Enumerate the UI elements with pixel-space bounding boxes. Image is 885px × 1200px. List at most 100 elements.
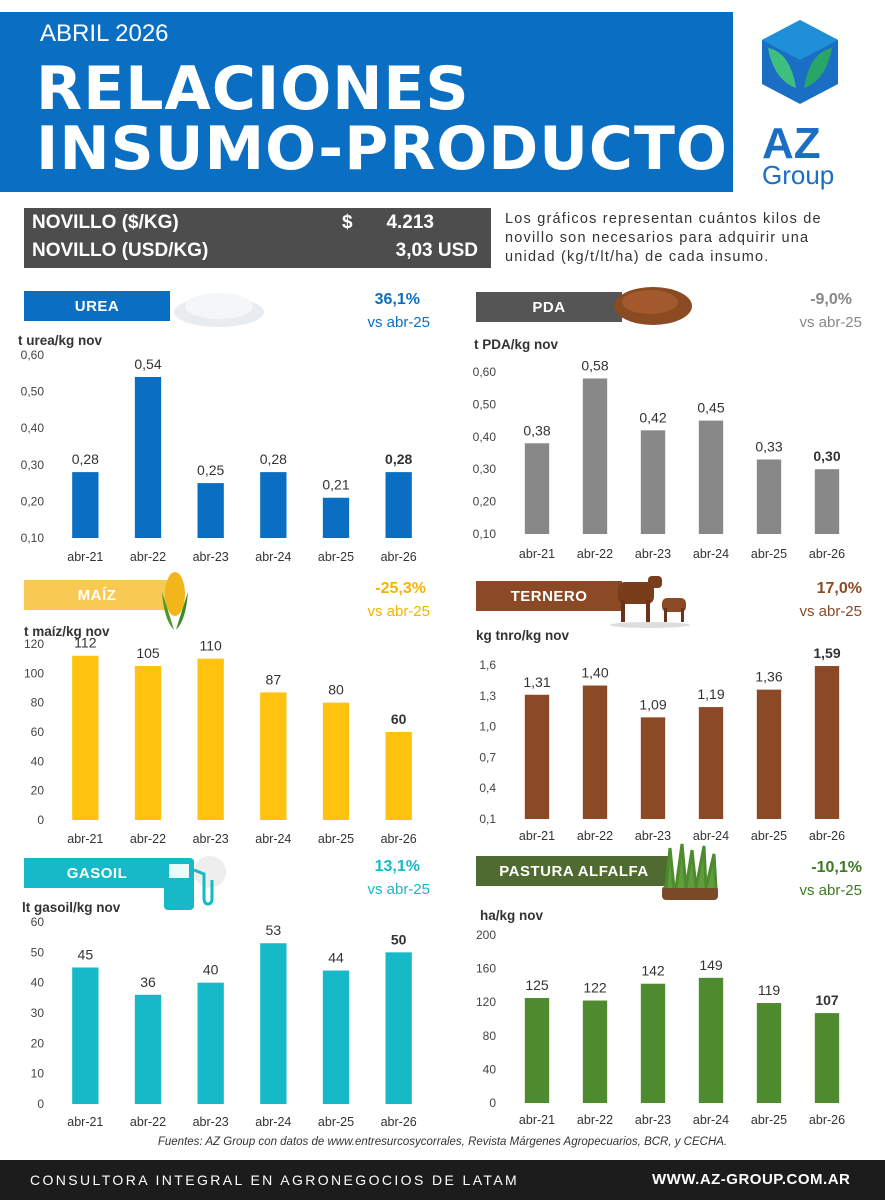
bar [814, 1013, 840, 1103]
vs-urea: vs abr-25 [367, 314, 430, 331]
footer-website[interactable]: WWW.AZ-GROUP.COM.AR [652, 1171, 851, 1188]
y-tick-label: 120 [476, 995, 496, 1009]
footer-tagline: CONSULTORA INTEGRAL EN AGRONEGOCIOS DE L… [30, 1172, 520, 1188]
bar [582, 685, 608, 819]
x-tick-label: abr-24 [255, 832, 291, 846]
y-tick-label: 20 [31, 1036, 45, 1050]
data-label: 107 [815, 992, 839, 1008]
bar [322, 497, 350, 538]
x-tick-label: abr-26 [381, 1115, 417, 1129]
x-tick-label: abr-21 [519, 547, 555, 561]
vs-ternero: vs abr-25 [799, 603, 862, 620]
data-label: 40 [203, 962, 219, 978]
bar [197, 658, 224, 820]
y-tick-label: 0,7 [479, 750, 496, 764]
data-label: 0,42 [639, 409, 666, 425]
bar [698, 707, 724, 819]
x-tick-label: abr-22 [130, 1115, 166, 1129]
y-tick-label: 1,3 [479, 689, 496, 703]
x-tick-label: abr-23 [635, 829, 671, 843]
y-tick-label: 50 [31, 945, 45, 959]
bar [197, 982, 224, 1104]
tag-gasoil: GASOIL [24, 858, 170, 888]
bar [385, 472, 412, 538]
vs-gasoil: vs abr-25 [367, 881, 430, 898]
bar [698, 977, 724, 1103]
logo-sub: Group [762, 160, 835, 190]
data-label: 0,54 [134, 356, 161, 372]
y-tick-label: 80 [483, 1029, 497, 1043]
bar [582, 1000, 608, 1103]
bar [640, 430, 666, 534]
bar [134, 666, 162, 820]
bar [756, 689, 782, 819]
data-label: 1,19 [697, 686, 724, 702]
x-tick-label: abr-24 [693, 1113, 729, 1127]
bar [322, 702, 350, 820]
tag-ternero: TERNERO [476, 581, 622, 611]
bar [640, 717, 666, 819]
bar [814, 666, 840, 819]
data-label: 50 [391, 931, 407, 947]
price-value-ars: 4.213 [386, 212, 434, 233]
bar [756, 1003, 782, 1103]
x-tick-label: abr-25 [318, 832, 354, 846]
y-tick-label: 0,60 [473, 365, 497, 379]
bar [385, 952, 412, 1104]
x-tick-label: abr-25 [751, 829, 787, 843]
pct-maiz: -25,3% [375, 580, 426, 597]
data-label: 1,59 [813, 645, 840, 661]
x-tick-label: abr-21 [67, 1115, 103, 1129]
chart-urea: 0,10 0,20 0,30 0,40 0,50 0,60 0,28 abr-21 0,54 ab… [21, 348, 417, 564]
pct-pastura-alfalfa: -10,1% [811, 859, 862, 876]
bar [72, 472, 99, 538]
y-tick-label: 120 [24, 637, 44, 651]
bar [260, 943, 287, 1104]
bar [756, 459, 782, 534]
data-label: 125 [525, 977, 549, 993]
header-banner [0, 12, 733, 192]
data-label: 119 [758, 982, 781, 998]
bar [72, 967, 99, 1104]
x-tick-label: abr-26 [381, 550, 417, 564]
chart-pastura-alfalfa: 0 40 80 120 160 200 125 abr-21 122 abr-22 142 abr-2… [476, 928, 845, 1127]
fuel-pump-icon [164, 856, 226, 910]
x-tick-label: abr-22 [130, 550, 166, 564]
data-label: 0,58 [581, 357, 608, 373]
y-tick-label: 1,6 [479, 658, 496, 672]
y-tick-label: 1,0 [479, 720, 496, 734]
y-tick-label: 0 [37, 813, 44, 827]
data-label: 0,38 [523, 422, 550, 438]
y-tick-label: 60 [31, 725, 45, 739]
x-tick-label: abr-26 [809, 1113, 845, 1127]
tag-pda: PDA [476, 292, 622, 322]
title-line-1: RELACIONES [36, 54, 470, 124]
x-tick-label: abr-22 [577, 829, 613, 843]
unit-gasoil: lt gasoil/kg nov [22, 900, 121, 915]
x-tick-label: abr-25 [318, 550, 354, 564]
data-label: 0,28 [72, 451, 99, 467]
tag-maiz: MAÍZ [24, 580, 170, 610]
data-label: 110 [200, 638, 223, 654]
price-value-usd: 3,03 USD [395, 240, 478, 261]
chart-ternero: 0,1 0,4 0,7 1,0 1,3 1,6 1,31 abr-21 1,40 abr-22 1,… [479, 645, 845, 843]
bar [72, 655, 99, 820]
vs-maiz: vs abr-25 [367, 603, 430, 620]
y-tick-label: 0 [489, 1096, 496, 1110]
x-tick-label: abr-21 [67, 550, 103, 564]
report-date: ABRIL 2026 [40, 20, 169, 47]
price-box [24, 208, 491, 268]
bar [524, 998, 550, 1103]
data-label: 60 [391, 711, 407, 727]
price-label-ars: NOVILLO ($/KG) [32, 212, 179, 233]
bar [134, 376, 162, 538]
data-label: 0,28 [385, 451, 412, 467]
y-tick-label: 0,10 [21, 531, 45, 545]
tag-urea: UREA [24, 291, 170, 321]
x-tick-label: abr-23 [635, 1113, 671, 1127]
alfalfa-grass-icon [662, 843, 718, 900]
y-tick-label: 0,60 [21, 348, 45, 362]
x-tick-label: abr-24 [255, 1115, 291, 1129]
bar [322, 970, 350, 1104]
x-tick-label: abr-25 [751, 1113, 787, 1127]
